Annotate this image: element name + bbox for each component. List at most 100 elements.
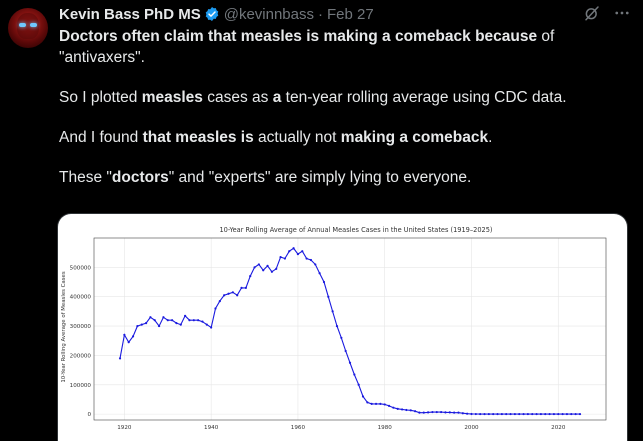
- series-point: [574, 412, 577, 416]
- series-point: [370, 402, 373, 405]
- series-point: [296, 253, 300, 256]
- series-point: [509, 412, 512, 416]
- series-point: [262, 269, 265, 272]
- series-point: [244, 286, 247, 290]
- series-point: [353, 373, 356, 376]
- series-point: [292, 247, 295, 250]
- series-point: [136, 324, 139, 328]
- series-point: [348, 361, 352, 364]
- series-point: [283, 257, 287, 260]
- series-point: [335, 324, 339, 328]
- more-options-icon[interactable]: [613, 4, 631, 22]
- series-point: [231, 291, 234, 294]
- author-name[interactable]: Kevin Bass PhD MS: [59, 5, 201, 23]
- series-point: [479, 412, 482, 416]
- series-point: [327, 295, 330, 298]
- series-point: [570, 412, 573, 416]
- series-point: [466, 412, 469, 415]
- series-point: [144, 322, 148, 325]
- series-point: [578, 412, 582, 416]
- series-point: [223, 294, 226, 297]
- tweet-paragraph-1: Doctors often claim that measles is maki…: [59, 26, 629, 68]
- series-point: [331, 310, 334, 313]
- series-line: [119, 247, 580, 415]
- series-point: [179, 323, 182, 326]
- series-point: [275, 267, 278, 270]
- plot-frame: [93, 237, 607, 421]
- series-point: [431, 410, 434, 414]
- tweet-text-run: a: [272, 89, 282, 106]
- series-point: [383, 403, 386, 406]
- x-tick-label: 2000: [464, 425, 479, 431]
- series-point: [218, 300, 221, 303]
- author-handle[interactable]: @kevinnbass: [223, 5, 314, 23]
- series-point: [127, 341, 130, 344]
- series-point: [505, 412, 508, 416]
- series-point: [192, 319, 195, 322]
- series-point: [270, 270, 273, 273]
- x-tick-label: 1960: [291, 425, 306, 431]
- y-tick-label: 0: [87, 412, 91, 418]
- series-point: [374, 402, 378, 405]
- series-point: [492, 412, 495, 416]
- series-point: [175, 322, 178, 325]
- series-point: [461, 412, 464, 415]
- tweet-text-run: that measles is: [142, 129, 254, 146]
- series-point: [361, 395, 365, 398]
- tweet-text-run: And I found: [59, 129, 143, 146]
- series-point: [483, 412, 486, 416]
- chart-image[interactable]: 10-Year Rolling Average of Annual Measle…: [57, 213, 628, 441]
- series-point: [357, 383, 360, 386]
- series-point: [518, 412, 521, 416]
- series-point: [387, 404, 391, 408]
- chart-ylabel: 10-Year Rolling Average of Measles Cases: [61, 271, 67, 383]
- series-point: [227, 292, 230, 295]
- tweet-text-run: These ": [59, 169, 112, 186]
- grok-icon[interactable]: [583, 4, 601, 22]
- series-point: [123, 333, 126, 336]
- series-point: [379, 402, 382, 405]
- series-point: [548, 412, 551, 416]
- series-point: [513, 412, 516, 416]
- series-point: [422, 411, 425, 414]
- series-point: [266, 264, 269, 267]
- series-point: [427, 411, 430, 414]
- avatar[interactable]: [8, 8, 48, 48]
- series-point: [413, 410, 417, 413]
- x-tick-label: 2020: [551, 425, 566, 431]
- series-point: [197, 319, 200, 322]
- series-point: [444, 411, 447, 414]
- separator-dot: ·: [318, 5, 323, 23]
- tweet-date[interactable]: Feb 27: [327, 5, 374, 23]
- avatar-eye-left: [19, 23, 26, 27]
- series-point: [470, 412, 473, 416]
- series-point: [184, 314, 187, 317]
- series-point: [309, 258, 313, 262]
- series-point: [487, 412, 490, 416]
- series-point: [340, 336, 343, 339]
- series-point: [474, 412, 477, 416]
- series-point: [557, 412, 560, 416]
- series-point: [236, 294, 239, 297]
- chart-title: 10-Year Rolling Average of Annual Measle…: [219, 226, 492, 234]
- avatar-eye-right: [30, 23, 37, 27]
- series-point: [457, 411, 460, 414]
- series-point: [405, 408, 408, 412]
- series-point: [453, 411, 456, 414]
- tweet-text-run: Doctors often claim that measles is maki…: [59, 28, 538, 45]
- series-point: [435, 410, 438, 414]
- header-actions: [583, 4, 631, 22]
- series-point: [157, 324, 161, 328]
- tweet-text-run: So I plotted: [59, 89, 142, 106]
- series-point: [535, 412, 538, 416]
- series-point: [240, 286, 243, 290]
- tweet-text-run: measles: [141, 89, 203, 106]
- tweet-paragraph-4: These "doctors" and "experts" are simply…: [59, 167, 629, 188]
- series-point: [440, 410, 443, 414]
- series-point: [552, 412, 556, 416]
- series-point: [531, 412, 534, 416]
- series-point: [409, 409, 412, 412]
- series-point: [214, 307, 217, 310]
- tweet-text-run: making a comeback: [340, 129, 489, 146]
- tweet-text-run: actually not: [253, 129, 341, 146]
